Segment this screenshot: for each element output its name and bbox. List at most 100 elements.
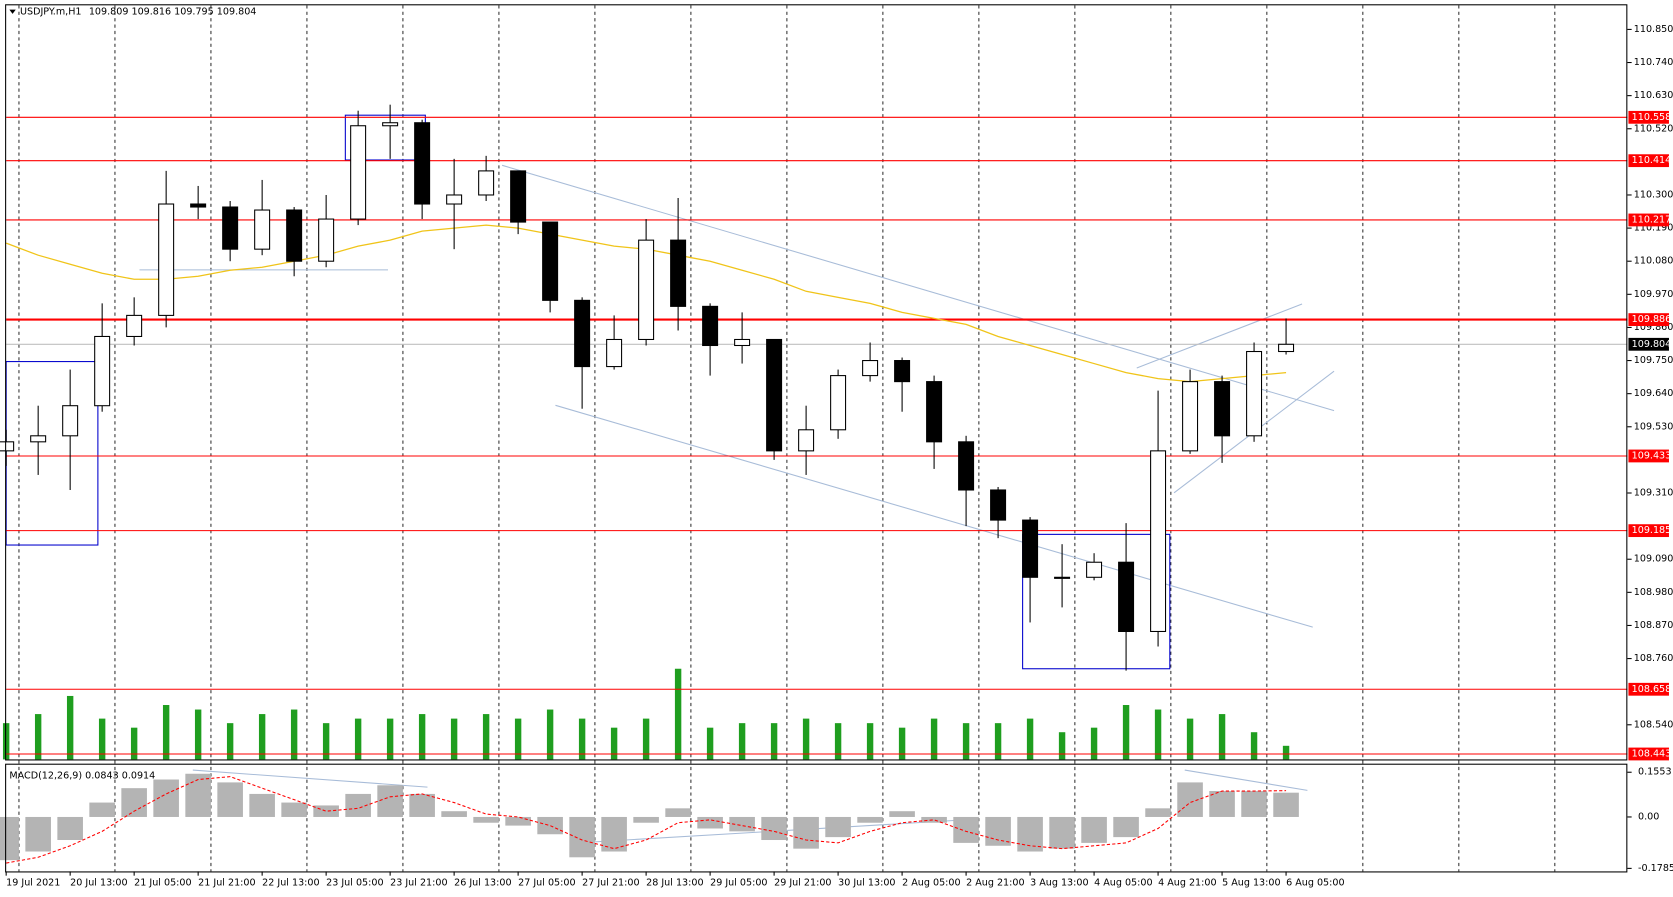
x-tick-label: 5 Aug 13:00 [1222, 878, 1281, 889]
candle-body [702, 305, 719, 347]
volume-bar [898, 727, 906, 760]
macd-signal [6, 776, 1287, 864]
symbol: USDJPY.m,H1 [20, 6, 81, 17]
x-tick-label: 29 Jul 21:00 [774, 878, 831, 889]
macd-bar [25, 816, 51, 852]
macd-bar [793, 816, 819, 849]
macd-bar [569, 816, 595, 858]
macd-bar [121, 788, 147, 817]
ohlc-high: 109.816 [131, 6, 171, 17]
volume-bar [354, 718, 362, 760]
x-tick-label: 21 Jul 05:00 [134, 878, 191, 889]
y-tick-label: 110.520 [1634, 123, 1673, 134]
x-tick-label: 23 Jul 21:00 [390, 878, 447, 889]
y-tick-label: 109.970 [1634, 289, 1673, 300]
macd-bar [409, 793, 435, 817]
candle-body [30, 435, 47, 443]
y-tick-label: 109.310 [1634, 487, 1673, 498]
volume-bar [1058, 732, 1066, 760]
volume-bar [930, 718, 938, 760]
x-tick-label: 4 Aug 05:00 [1094, 878, 1153, 889]
macd-bar [761, 816, 787, 841]
volume-bar [642, 718, 650, 760]
level-label: 110.414 [1632, 155, 1672, 166]
volume-bar [1090, 727, 1098, 760]
level-label-bg [1628, 313, 1669, 327]
volume-bar [162, 705, 170, 760]
macd-bar [889, 811, 915, 817]
candle-body [734, 338, 751, 347]
volume-bar [386, 718, 394, 760]
volume-bar [194, 709, 202, 760]
macd-bar [985, 816, 1011, 846]
volume-bar [802, 718, 810, 760]
volume-bar [258, 714, 266, 760]
ohlc-open: 109.809 [89, 6, 129, 17]
macd-bar [185, 773, 211, 817]
candle-body [1150, 450, 1167, 633]
macd-bar [697, 816, 723, 829]
macd-y-tick-label: 0.1553 [1638, 767, 1672, 778]
volume-bar [482, 714, 490, 760]
y-tick-label: 109.640 [1634, 388, 1673, 399]
candle-body [190, 203, 207, 208]
y-tick-label: 108.760 [1634, 653, 1673, 664]
level-label: 110.217 [1632, 214, 1672, 225]
volume-bar [322, 723, 330, 760]
macd-bar [217, 782, 243, 817]
candle-body [670, 239, 687, 307]
candle-body [510, 170, 527, 223]
volume-bar [962, 723, 970, 760]
level-label-bg [1628, 449, 1669, 463]
volume-bar [514, 718, 522, 760]
volume-bar [994, 723, 1002, 760]
macd-bar [1177, 782, 1203, 817]
macd-bar [601, 816, 627, 852]
macd-last: 0.0843 [85, 770, 119, 781]
y-tick-label: 108.870 [1634, 620, 1673, 631]
candle-body [830, 375, 847, 431]
macd-y-tick-label: -0.1785 [1638, 863, 1673, 874]
candle-body [958, 441, 975, 491]
candle-body [1214, 381, 1231, 437]
macd-bar [377, 785, 403, 817]
candle-body [1118, 561, 1135, 633]
y-tick-label: 110.300 [1634, 189, 1673, 200]
x-tick-label: 27 Jul 21:00 [582, 878, 639, 889]
macd-title: MACD(12,26,9) [9, 770, 82, 781]
level-label-bg [1628, 154, 1669, 168]
volume-bar [866, 723, 874, 760]
macd-bar [1209, 791, 1235, 817]
y-tick-label: 110.740 [1634, 57, 1673, 68]
candle-body [1022, 519, 1039, 578]
macd-bar [825, 816, 851, 838]
candle-body [990, 489, 1007, 521]
x-tick-label: 29 Jul 05:00 [710, 878, 767, 889]
candle-body [862, 360, 879, 377]
macd-bar [857, 816, 883, 823]
level-label: 108.658 [1632, 684, 1672, 695]
macd-bar [1113, 816, 1139, 838]
divergence-line [1184, 769, 1308, 791]
x-tick-label: 22 Jul 13:00 [262, 878, 319, 889]
macd-bar [281, 802, 307, 817]
trend-line [1136, 303, 1303, 369]
candle-body [94, 335, 111, 407]
candle-body [926, 381, 943, 443]
macd-y-tick-label: 0.00 [1638, 811, 1659, 822]
macd-bar [1145, 808, 1171, 817]
candle-body [1278, 343, 1295, 353]
candle-body [766, 338, 783, 452]
macd-bar [953, 816, 979, 843]
candle-body [606, 338, 623, 368]
macd-bar [1241, 791, 1267, 817]
last-price-label: 109.804 [1632, 339, 1672, 350]
candle-body [126, 314, 143, 337]
level-label: 109.433 [1632, 450, 1672, 461]
header: USDJPY.m,H1 109.809 109.816 109.795 109.… [20, 6, 256, 17]
ohlc-low: 109.795 [174, 6, 214, 17]
trend-line [555, 404, 1313, 628]
candle-body [0, 441, 15, 452]
y-tick-label: 109.530 [1634, 421, 1673, 432]
candle-body [286, 209, 303, 262]
